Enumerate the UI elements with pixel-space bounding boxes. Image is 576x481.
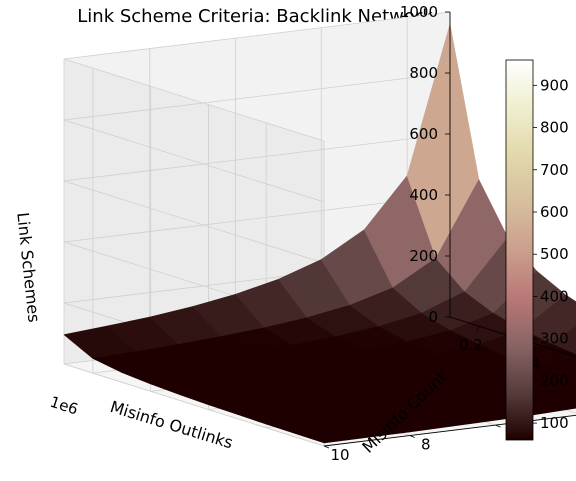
colorbar-tick-label: 300 [540,330,569,348]
colorbar-ticks: 100 200 300 400 500 600 700 800 900 [533,76,569,432]
z-tick-label: 200 [409,247,438,265]
z-tick-label: 0 [428,308,438,326]
chart-title: Link Scheme Criteria: Backlink Network [77,6,433,27]
z-tick-label: 400 [409,186,438,204]
z-axis-label: Link Schemes [13,211,43,323]
y-tick-label: 10 [330,446,349,464]
x-tick-mark [476,325,480,332]
y-tick-mark [323,445,330,449]
colorbar-tick-label: 800 [540,119,569,137]
z-tick-label: 600 [409,125,438,143]
z-grid-line [63,72,451,203]
y-tick-mark [409,435,415,438]
x-tick-label: 0.2 [459,336,483,354]
surface-patch [551,326,576,355]
x-tick-mark [534,344,538,350]
z-tick-label: 800 [409,64,438,82]
colorbar-tick-label: 400 [540,287,569,305]
z-grid-line [63,11,451,142]
y-tick-label: 8 [421,436,431,454]
colorbar-tick-label: 200 [540,372,569,390]
colorbar-tick-label: 900 [540,76,569,94]
x-tick-label: 0.6 [575,373,576,391]
z-grid-line [63,133,451,264]
y-tick-mark [495,424,501,428]
colorbar: 100 200 300 400 500 600 700 800 900 [505,59,569,441]
surface-patch [552,392,576,406]
colorbar-scale [505,59,534,441]
colorbar-tick-label: 700 [540,161,569,179]
x-offset-label: 1e6 [48,393,81,419]
surface-patch [566,376,576,383]
colorbar-tick-label: 600 [540,203,569,221]
z-tick-label: 1000 [400,3,438,21]
x-axis-line [449,316,576,358]
colorbar-tick-label: 100 [540,414,569,432]
colorbar-tick-label: 500 [540,245,569,263]
